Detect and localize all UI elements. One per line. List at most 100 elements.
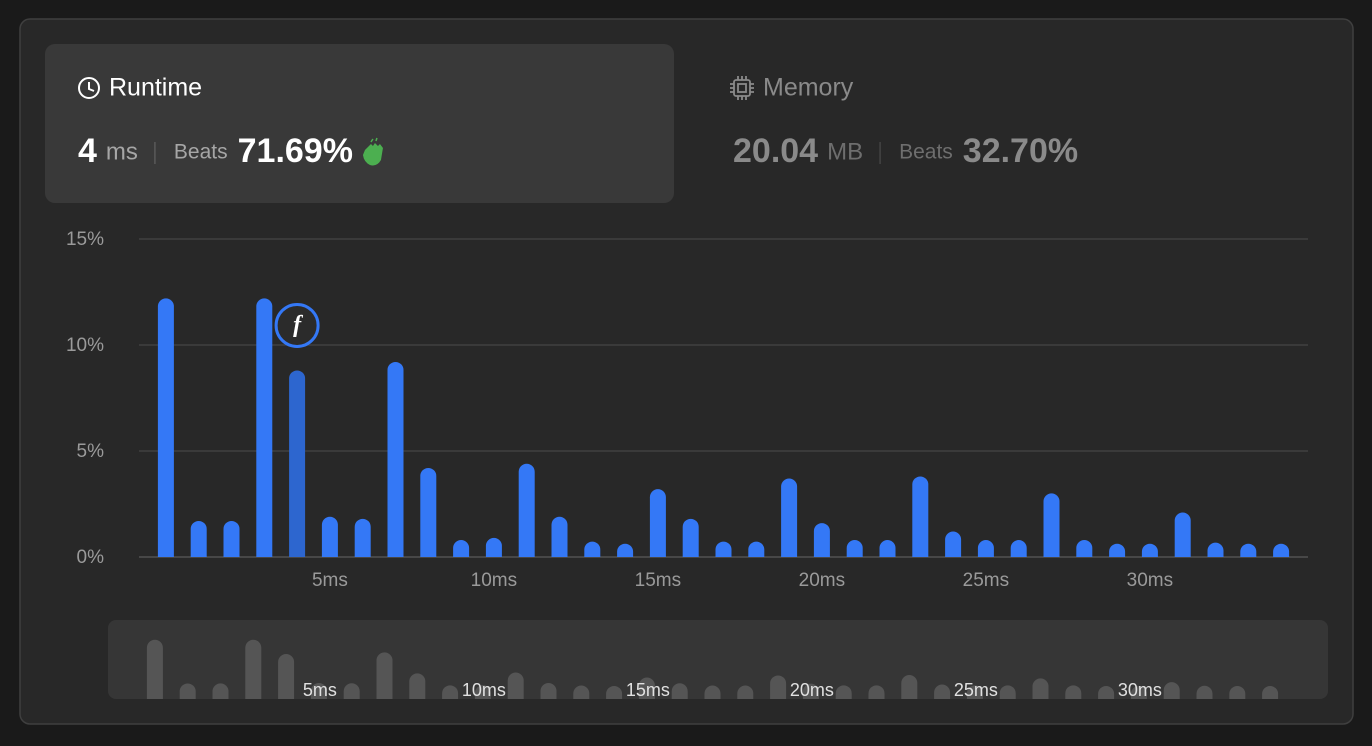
bar [190,520,207,557]
mini-bar [802,683,819,699]
memory-label: Memory [763,74,854,102]
chip-icon [730,76,754,100]
bar [1010,540,1027,557]
x-tick-label: 15ms [635,570,681,591]
y-tick-label: 0% [77,547,105,568]
bar [715,541,732,557]
bar [256,298,273,557]
mini-bar [1196,685,1213,699]
bar [584,541,601,557]
y-tick-label: 5% [77,441,105,462]
bar [1043,493,1060,557]
bar [977,540,994,557]
mini-tick-label: 15ms [626,680,670,700]
y-tick-label: 10% [66,335,104,356]
mini-bar [671,683,688,699]
mini-bar [1032,678,1049,699]
x-tick-label: 10ms [471,570,517,591]
mini-bar [1098,685,1115,699]
bar [518,463,535,557]
bar [420,467,437,557]
mini-bar [835,685,852,699]
mini-bar [1163,682,1180,699]
mini-bar [770,675,787,699]
bar [551,516,568,557]
mini-bar [966,685,983,699]
clap-lines [370,137,378,143]
mini-tick-label: 20ms [790,680,834,700]
bar [1076,540,1093,557]
x-tick-label: 25ms [963,570,1009,591]
mini-bar [146,639,163,699]
bar [1207,542,1224,557]
user-marker [274,302,320,348]
mini-tick-label: 30ms [1118,680,1162,700]
memory-unit: MB [827,138,863,165]
runtime-value: 4 [78,132,97,170]
runtime-label: Runtime [109,74,202,102]
memory-beats: 32.70% [963,132,1078,170]
mini-bar [507,672,524,699]
bar [157,298,174,557]
runtime-stats: 4 ms Beats 71.69% [78,132,353,170]
bar [682,518,699,557]
x-tick-label: 20ms [799,570,845,591]
mini-bar [999,685,1016,699]
mini-bar [1065,685,1082,699]
runtime-unit: ms [106,138,138,165]
bar [813,523,830,557]
bar [781,478,798,557]
mini-tick-label: 5ms [303,680,337,700]
mini-bar [409,673,426,699]
bar [748,541,765,557]
beats-label: Beats [899,141,953,164]
bar [289,370,306,557]
bar [485,537,502,557]
mini-bar [376,652,393,699]
mini-bar [474,685,491,699]
mini-bar [245,639,262,699]
bar [879,540,896,557]
mini-bar [638,677,655,699]
y-tick-label: 15% [66,229,104,250]
bar [321,516,338,557]
mini-bar [540,683,557,699]
mini-bar [343,683,360,699]
bar [1273,543,1290,557]
memory-value: 20.04 [733,132,818,170]
runtime-beats: 71.69% [238,132,353,170]
bar [1174,512,1191,557]
beats-label: Beats [174,141,228,164]
bar [649,489,666,557]
mini-bar [573,685,590,699]
clap-shape [362,143,383,166]
bar [912,476,929,557]
bar [846,540,863,557]
bar [453,540,470,557]
x-tick-label: 30ms [1127,570,1173,591]
mini-bar [278,654,295,699]
bar [223,520,240,557]
x-tick-label: 5ms [312,570,348,591]
mini-bar [1262,685,1279,699]
mini-bar [868,685,885,699]
mini-bar [901,675,918,699]
mini-bar [934,684,951,699]
mini-bar [737,685,754,699]
mini-bar [704,685,721,699]
mini-bar [310,683,327,699]
bar [354,518,371,557]
clap-icon [362,137,383,166]
mini-tick-label: 25ms [954,680,998,700]
runtime-card[interactable] [45,44,674,203]
mini-bar [212,683,229,699]
marker-label: f [293,312,303,338]
bar [1240,543,1257,557]
bar [617,543,634,557]
bar [1141,543,1158,557]
bar [1109,543,1126,557]
mini-bar [179,683,196,699]
mini-bar [606,685,623,699]
